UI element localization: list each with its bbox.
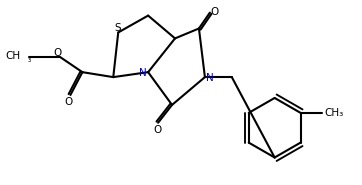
Text: O: O [64, 97, 72, 107]
Text: ₃: ₃ [28, 55, 31, 64]
Text: CH₃: CH₃ [325, 108, 344, 118]
Text: O: O [153, 125, 161, 135]
Text: O: O [211, 7, 219, 17]
Text: N: N [206, 73, 214, 83]
Text: S: S [114, 23, 121, 33]
Text: CH: CH [5, 51, 21, 61]
Text: O: O [53, 48, 62, 58]
Text: N: N [139, 68, 147, 78]
